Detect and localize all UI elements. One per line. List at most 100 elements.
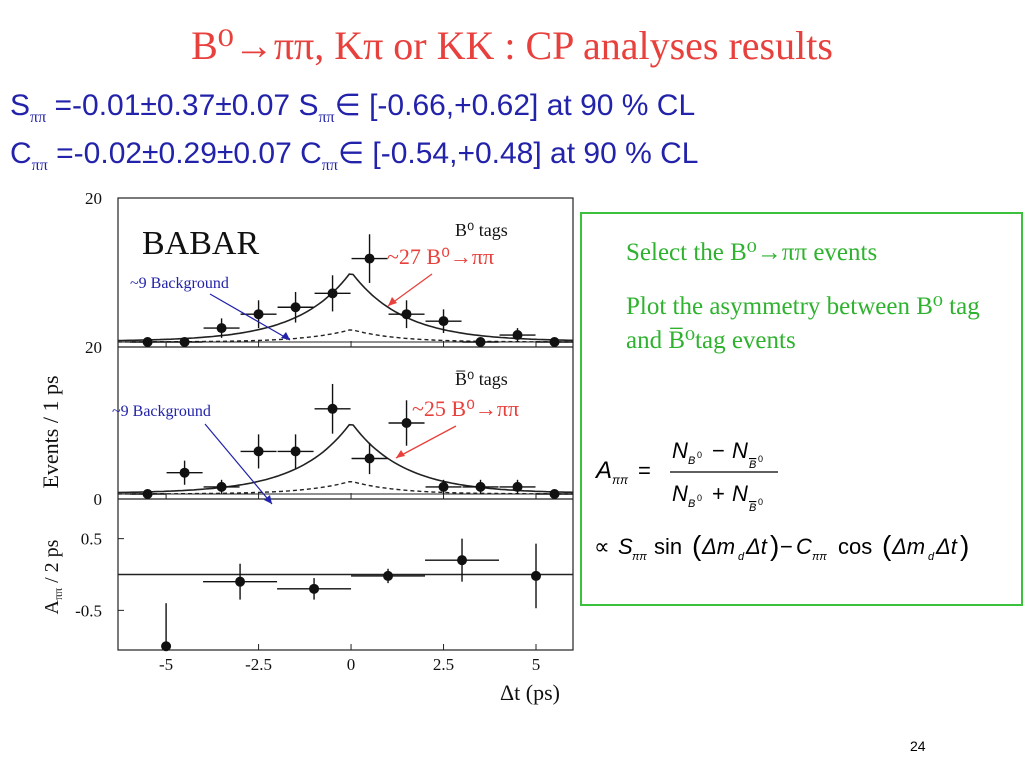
c-pipi-result: Cππ =-0.02±0.29±0.07 Cππ∈ [-0.54,+0.48] … (10, 136, 698, 184)
formula-c-sub: ππ (812, 551, 827, 563)
c-interval: ∈ [-0.54,+0.48] at 90 % CL (337, 137, 699, 170)
formula-s: S (618, 534, 633, 559)
data-point (438, 316, 449, 327)
asymmetry-formula: A ππ = N B 0 − N B 0 N B 0 + N B 0 ∝ S π… (594, 438, 969, 563)
formula-d2: N (732, 481, 748, 506)
asym-point (457, 555, 468, 566)
formula-prop: ∝ (594, 534, 610, 559)
asym-point (161, 641, 172, 652)
asym-point (383, 570, 394, 581)
x-tick-label: 0 (347, 655, 356, 674)
background-annotation: ~9 Background (130, 275, 229, 292)
formula-arg-1-sub: d (738, 551, 745, 563)
formula-eq: = (638, 458, 651, 483)
formula-arg-2b: Δt (935, 534, 958, 559)
slide-title: B⁰→ππ, Kπ or KK : CP analyses results (191, 23, 833, 68)
data-point (401, 309, 412, 320)
s-label: S (10, 89, 31, 122)
formula-paren-3: ( (882, 530, 892, 561)
formula-paren-4: ) (960, 530, 969, 561)
y-axis-label-suffix: / 2 ps (41, 539, 63, 588)
signal-curve (117, 423, 574, 494)
y-axis-label-top: Events / 1 ps (38, 375, 63, 488)
s-value: =-0.01±0.37±0.07 S (46, 89, 319, 122)
formula-sin: sin (654, 534, 682, 559)
formula-plus: + (712, 481, 725, 506)
signal-arrow (395, 425, 457, 459)
data-point (549, 489, 560, 499)
c-value: =-0.02±0.29±0.07 C (47, 137, 322, 170)
formula-minus: − (712, 438, 725, 463)
data-point (216, 323, 227, 334)
select-events-text: Select the B⁰→ππ events (626, 239, 878, 266)
data-point (549, 337, 560, 347)
formula-arg-2-sub: d (928, 551, 935, 563)
formula-n2-sup: 0 (758, 454, 763, 464)
formula-arg-1: Δm (701, 534, 735, 559)
data-point (216, 481, 227, 492)
formula-n1-sub: B (688, 455, 695, 467)
signal-arrow-head (388, 297, 397, 306)
formula-n1-sup: 0 (697, 450, 702, 460)
data-point (475, 337, 486, 347)
data-point (401, 418, 412, 428)
s-sub: ππ (30, 109, 47, 126)
panel-tag-label: B̅⁰ tags (455, 369, 508, 389)
background-annotation: ~9 Background (112, 403, 211, 420)
formula-d2-sup: 0 (758, 497, 763, 507)
data-point (253, 446, 264, 457)
asym-point (309, 583, 320, 594)
background-arrow (209, 293, 291, 341)
formula-d1-sup: 0 (697, 493, 702, 503)
asym-point (531, 570, 542, 581)
panel-tag-label: B⁰ tags (455, 220, 508, 240)
y-tick-label: -0.5 (75, 601, 102, 620)
data-point (512, 481, 523, 492)
data-point (364, 453, 375, 464)
formula-s-sub: ππ (632, 551, 647, 563)
asym-point (235, 576, 246, 587)
formula-c: C (796, 534, 812, 559)
x-tick-label: 5 (532, 655, 541, 674)
formula-minus-2: − (780, 534, 793, 559)
formula-a-sub: ππ (612, 473, 629, 487)
formula-paren-2: ) (770, 530, 779, 561)
data-point (512, 330, 523, 341)
x-axis-label: Δt (ps) (500, 680, 560, 705)
formula-d1: N (672, 481, 688, 506)
asymmetry-text: Plot the asymmetry between B⁰ tag and B̅… (626, 293, 980, 354)
data-point (364, 253, 375, 264)
y-axis-label-bottom: Aππ / 2 ps (41, 539, 65, 614)
formula-a: A (594, 457, 612, 484)
formula-arg-2: Δm (891, 534, 925, 559)
x-tick-label: -5 (159, 655, 173, 674)
signal-annotation: ~27 B⁰→ππ (387, 244, 494, 269)
background-curve (118, 480, 573, 495)
data-point (179, 337, 190, 347)
formula-n2: N (732, 438, 748, 463)
data-point (475, 481, 486, 492)
s-pipi-result: Sππ =-0.01±0.37±0.07 Sππ∈ [-0.66,+0.62] … (10, 88, 695, 136)
c-sub: ππ (31, 157, 48, 174)
formula-d2-sub: B (749, 502, 756, 514)
babar-plot: -5 -2.5 0 2.5 5 Δt (ps) Events / 1 ps Aππ / 2 p… (38, 189, 574, 705)
signal-curve (118, 273, 573, 342)
x-tick-label: 2.5 (433, 655, 454, 674)
data-point (179, 467, 190, 478)
y-tick-label: 20 (85, 189, 102, 208)
formula-n2-sub: B (749, 459, 756, 471)
background-arrow-head (264, 495, 272, 504)
y-tick-label: 20 (85, 338, 102, 357)
formula-cos: cos (838, 534, 872, 559)
formula-paren-1: ( (692, 530, 702, 561)
background-arrow (204, 423, 273, 505)
c-sub-2: ππ (321, 157, 338, 174)
data-point (142, 489, 153, 499)
method-box: Select the B⁰→ππ events Plot the asymmet… (580, 212, 1023, 606)
formula-d1-sub: B (688, 498, 695, 510)
page-number: 24 (910, 738, 926, 754)
data-point (327, 288, 338, 299)
data-point (327, 403, 338, 414)
data-point (290, 302, 301, 313)
c-label: C (10, 137, 32, 170)
